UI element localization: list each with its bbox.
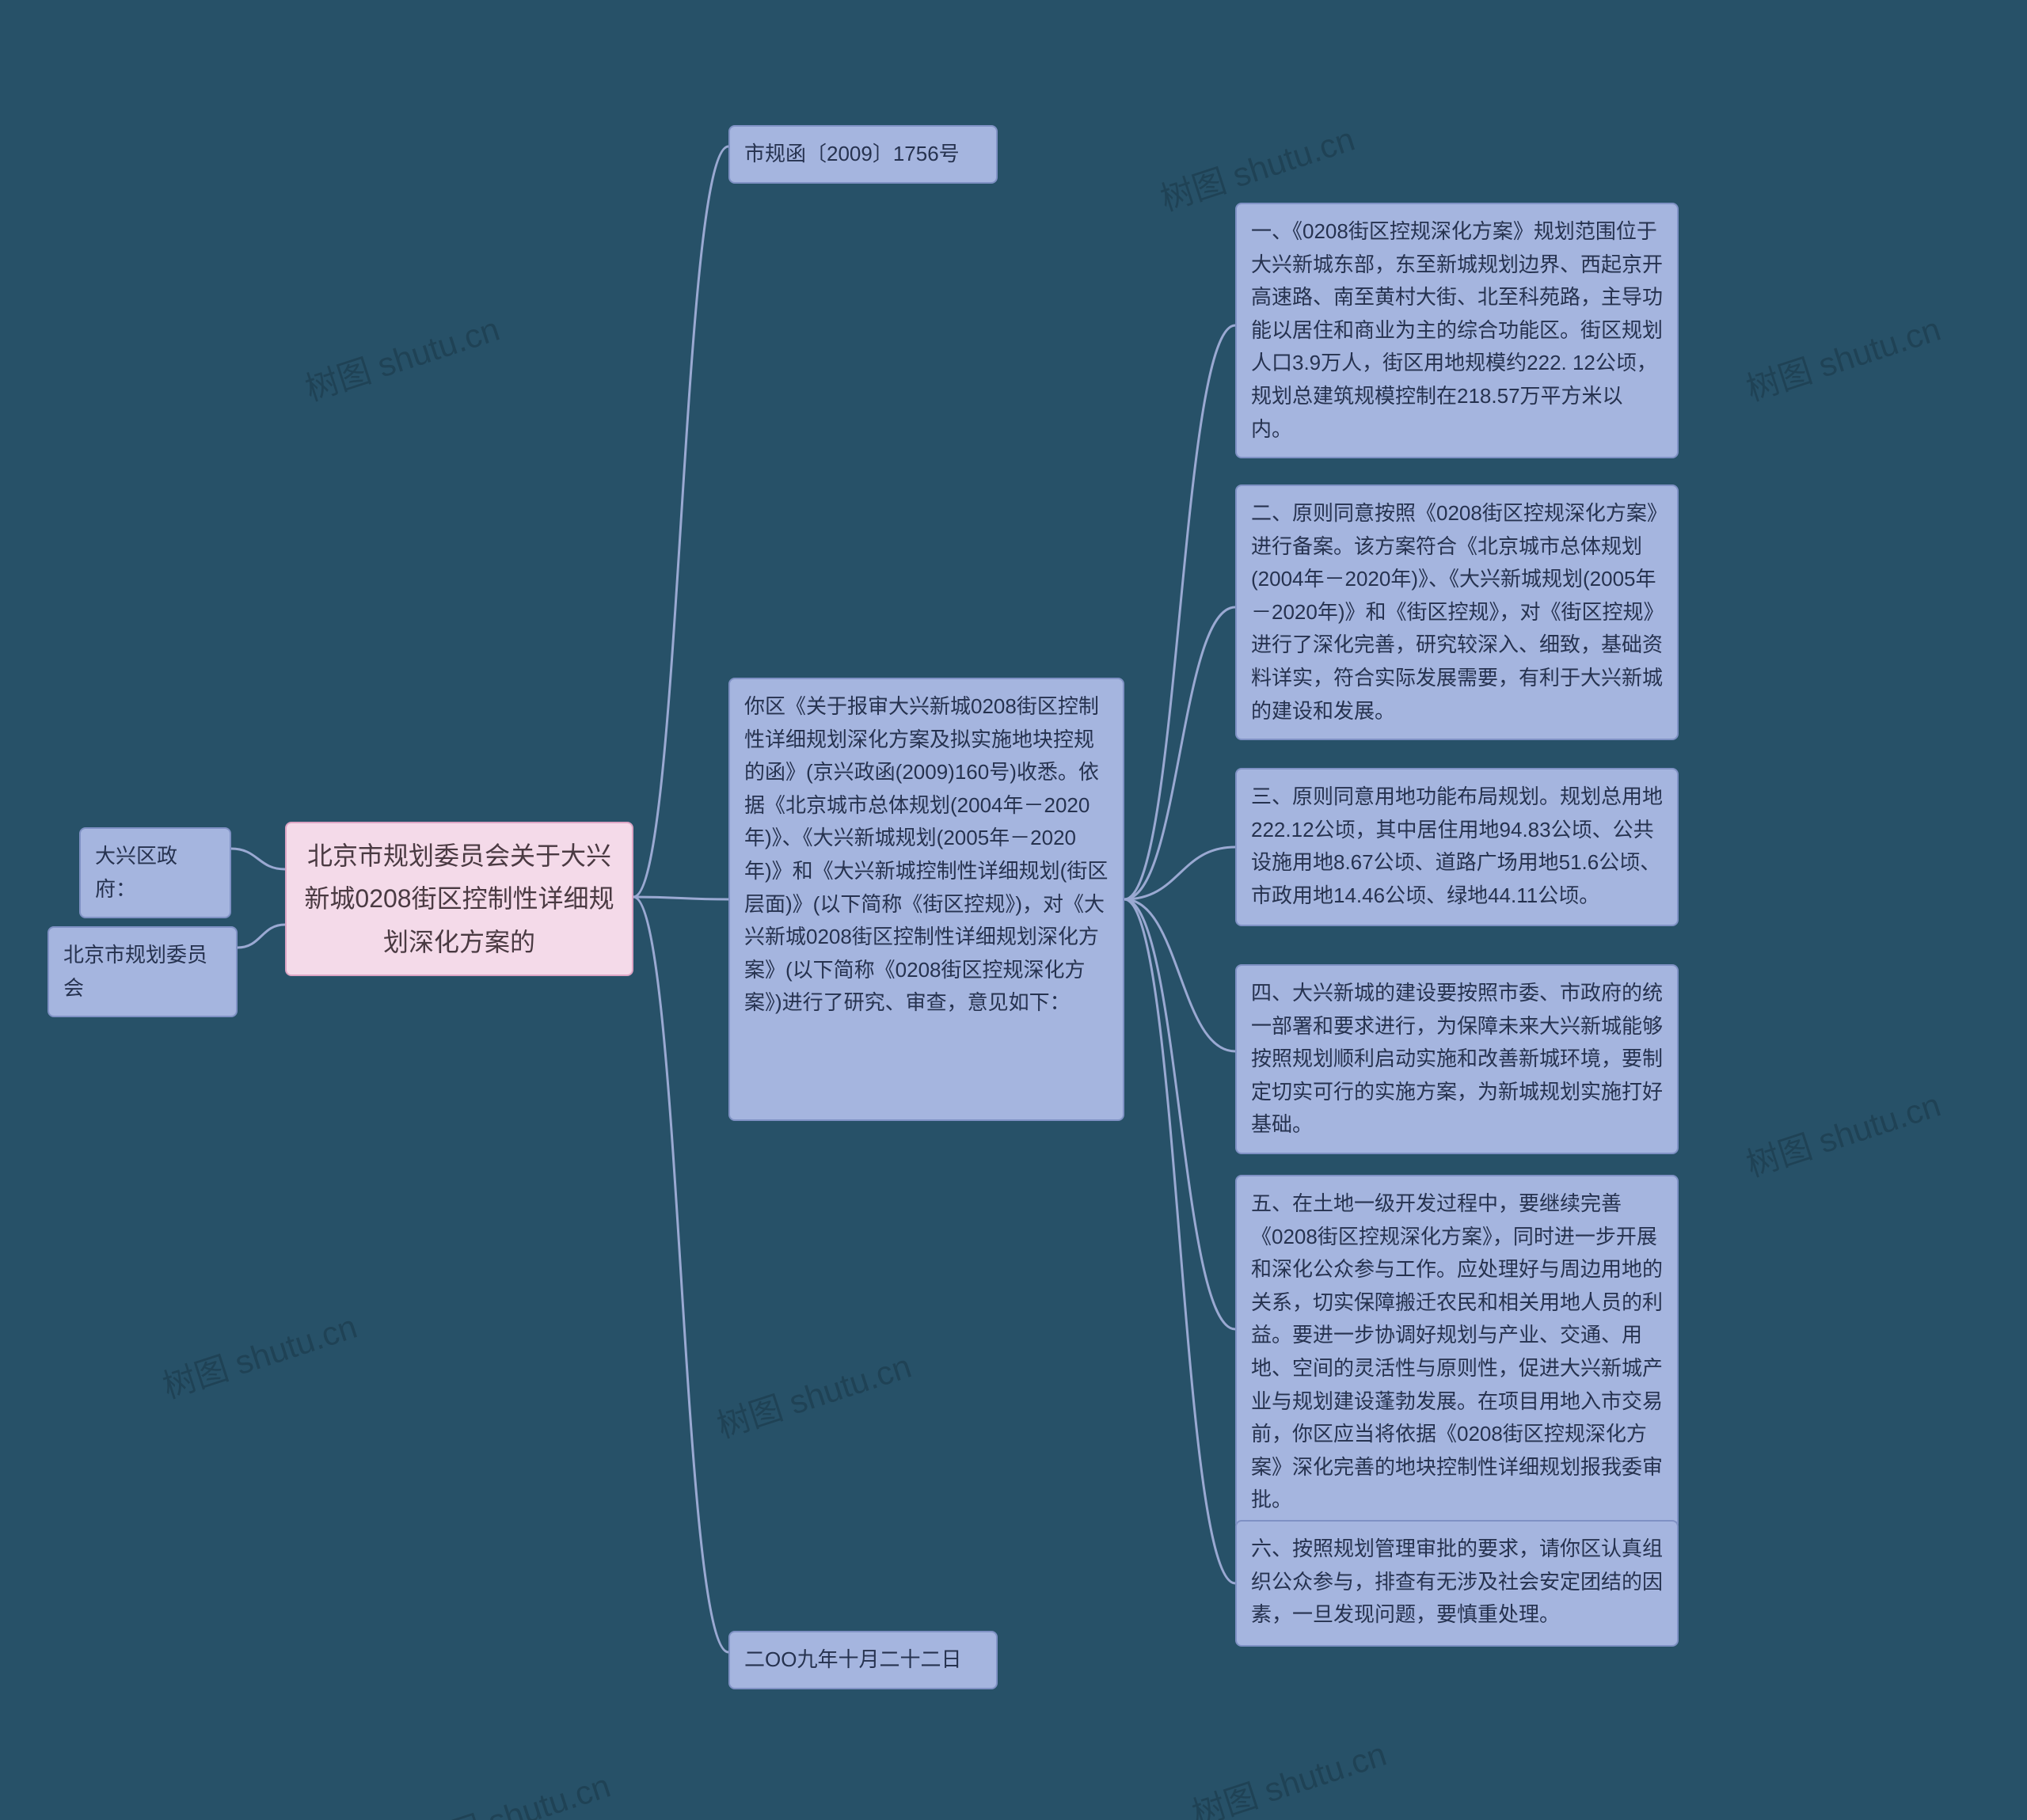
connector (1124, 847, 1235, 899)
mindmap-node-c2[interactable]: 二、原则同意按照《0208街区控规深化方案》进行备案。该方案符合《北京城市总体规… (1235, 484, 1679, 740)
connector (1124, 899, 1235, 1329)
connector (633, 897, 728, 1652)
mindmap-node-c4[interactable]: 四、大兴新城的建设要按照市委、市政府的统一部署和要求进行，为保障未来大兴新城能够… (1235, 964, 1679, 1154)
mindmap-node-root[interactable]: 北京市规划委员会关于大兴新城0208街区控制性详细规划深化方案的 (285, 822, 633, 976)
connector (1124, 607, 1235, 899)
connector (1124, 899, 1235, 1583)
mindmap-node-left2[interactable]: 北京市规划委员会 (48, 926, 238, 1017)
mindmap-node-c3[interactable]: 三、原则同意用地功能布局规划。规划总用地222.12公顷，其中居住用地94.83… (1235, 768, 1679, 926)
connector (633, 897, 728, 899)
connector (633, 146, 728, 897)
mindmap-node-left1[interactable]: 大兴区政府： (79, 827, 231, 918)
mindmap-node-b3[interactable]: 二OO九年十月二十二日 (728, 1631, 998, 1689)
connector (238, 925, 285, 948)
connector (1124, 325, 1235, 899)
mindmap-node-c1[interactable]: 一、《0208街区控规深化方案》规划范围位于大兴新城东部，东至新城规划边界、西起… (1235, 203, 1679, 458)
mindmap-node-c5[interactable]: 五、在土地一级开发过程中，要继续完善《0208街区控规深化方案》，同时进一步开展… (1235, 1175, 1679, 1529)
mindmap-node-b1[interactable]: 市规函〔2009〕1756号 (728, 125, 998, 184)
mindmap-node-b2[interactable]: 你区《关于报审大兴新城0208街区控制性详细规划深化方案及拟实施地块控规的函》(… (728, 678, 1124, 1121)
mindmap-node-c6[interactable]: 六、按照规划管理审批的要求，请你区认真组织公众参与，排查有无涉及社会安定团结的因… (1235, 1520, 1679, 1647)
connector (231, 849, 285, 869)
